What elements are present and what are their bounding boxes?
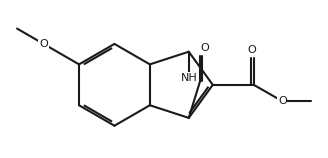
Text: O: O — [278, 96, 287, 106]
Text: O: O — [200, 43, 209, 53]
Text: O: O — [39, 39, 48, 49]
Text: O: O — [247, 45, 256, 55]
Text: NH: NH — [180, 73, 197, 82]
